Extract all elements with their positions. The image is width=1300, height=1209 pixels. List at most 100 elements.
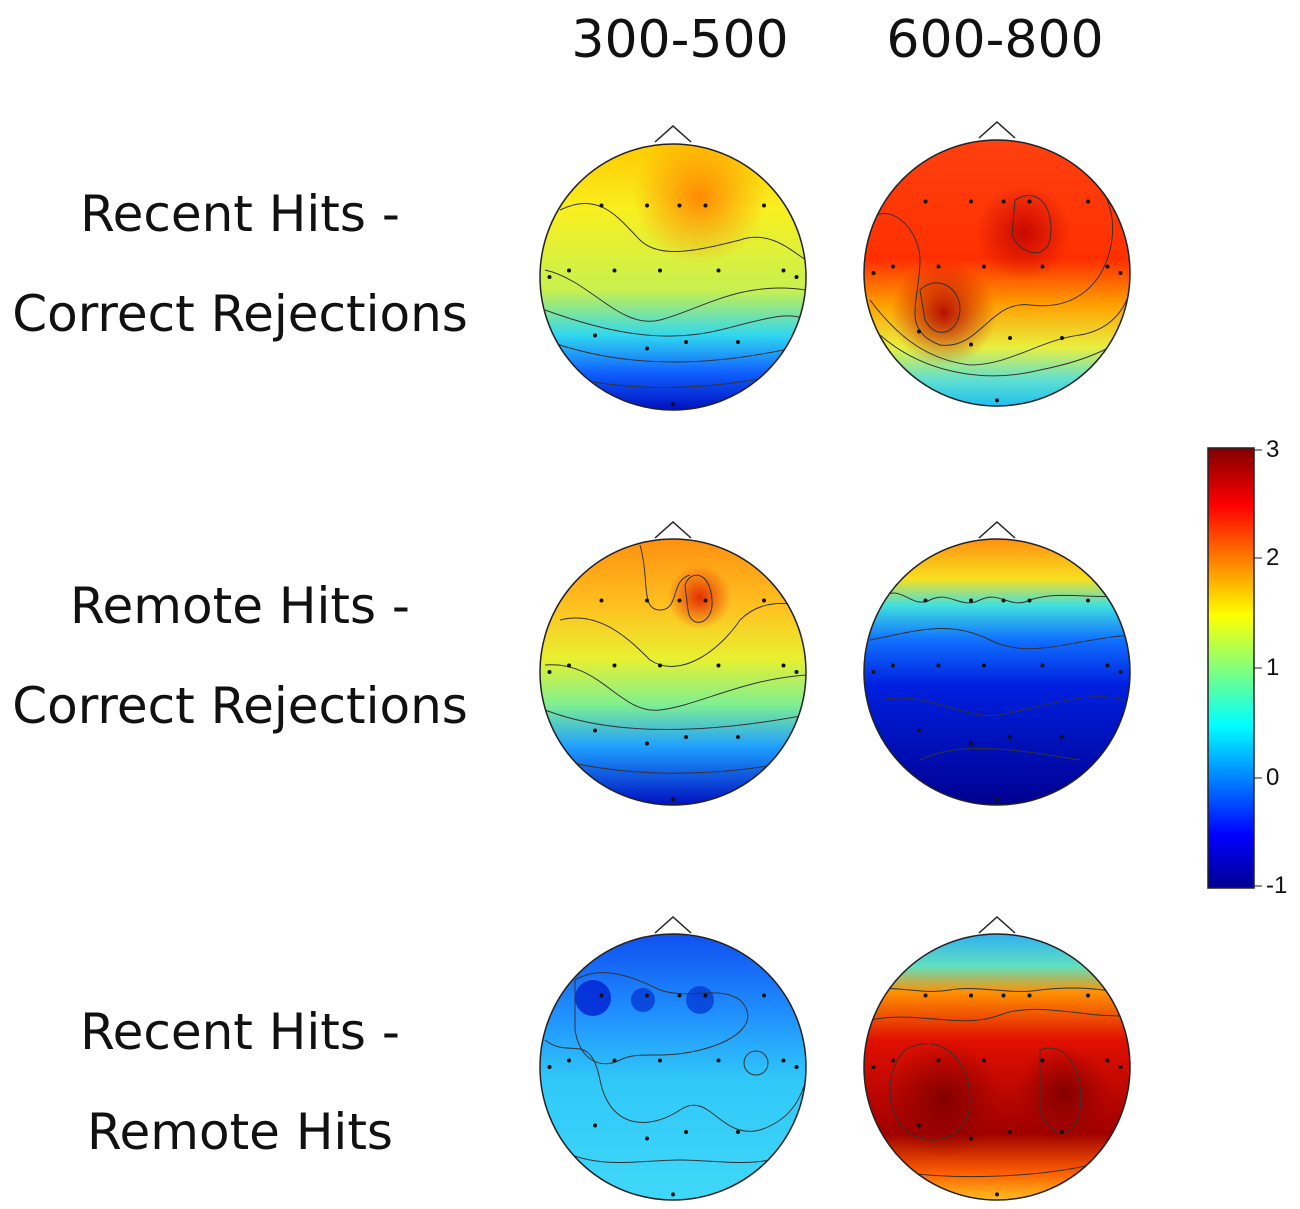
electrode-dot [671, 402, 675, 407]
electrode-dot [982, 663, 986, 668]
electrode-dot [703, 993, 708, 998]
electrode-dot [1040, 1058, 1045, 1063]
electrode-dot [599, 993, 604, 998]
electrode-dots [871, 993, 1123, 1197]
electrode-dot [677, 598, 682, 603]
electrode-dot [1118, 670, 1123, 674]
electrode-dot [684, 1130, 688, 1134]
electrode-dot [982, 264, 986, 269]
colorbar-tick-0: 0 [1266, 764, 1280, 791]
electrode-dots [547, 203, 799, 407]
electrode-dot [923, 199, 928, 204]
electrode-dot [1027, 993, 1032, 998]
electrode-dot [658, 663, 662, 668]
electrode-dot [567, 1058, 571, 1063]
electrode-dot [645, 1136, 649, 1141]
electrode-dot [612, 268, 617, 273]
electrode-dot [871, 670, 876, 674]
electrode-dot [736, 1130, 740, 1134]
electrode-dot [1040, 264, 1045, 269]
electrode-dot [645, 346, 649, 351]
electrode-dot [684, 340, 688, 344]
electrode-dot [645, 203, 649, 208]
electrode-dot [936, 663, 941, 668]
electrode-dot [593, 728, 597, 733]
electrode-dot [567, 268, 571, 273]
electrode-dot [716, 268, 721, 273]
electrode-dot [645, 598, 649, 603]
electrode-dot [1105, 1058, 1110, 1063]
topomap-recent-cr-300-500 [539, 124, 807, 411]
electrode-dot [871, 1065, 876, 1069]
electrode-dot [645, 993, 649, 998]
electrode-dot [781, 268, 786, 273]
electrode-dots [871, 598, 1123, 802]
row-label-line2: Correct Rejections [12, 677, 468, 735]
nose-icon [654, 915, 692, 934]
nose-icon [978, 120, 1016, 139]
electrode-dot [969, 741, 973, 746]
electrode-dot [703, 598, 708, 603]
electrode-dot [599, 203, 604, 208]
electrode-dot [593, 333, 597, 338]
electrode-dot [794, 670, 799, 674]
electrode-dot [671, 797, 675, 802]
electrode-dot [547, 1065, 552, 1069]
electrode-dot [547, 670, 552, 674]
electrode-dot [762, 598, 766, 603]
colorbar [1207, 447, 1262, 889]
electrode-dot [923, 598, 928, 603]
electrode-dot [1105, 663, 1110, 668]
electrode-dot [995, 1192, 999, 1197]
electrode-dot [736, 340, 740, 344]
electrode-dot [969, 342, 973, 347]
electrode-dot [1001, 993, 1006, 998]
topomap-remote-cr-300-500 [539, 520, 807, 806]
electrode-dot [781, 663, 786, 668]
colorbar-tick-1: 1 [1266, 654, 1280, 681]
electrode-dot [677, 993, 682, 998]
electrode-dot [1118, 271, 1123, 275]
electrode-dot [936, 1058, 941, 1063]
electrode-dots [547, 598, 799, 802]
electrode-dot [1008, 336, 1012, 340]
electrode-dot [923, 993, 928, 998]
colorbar-tick-3: 3 [1266, 436, 1280, 463]
row-label-line1: Recent Hits - [80, 185, 400, 243]
row-label-line1: Recent Hits - [80, 1003, 400, 1061]
electrode-dot [716, 1058, 721, 1063]
electrode-dot [1040, 663, 1045, 668]
topomap-recent-remote-300-500 [539, 915, 807, 1201]
row-label-remote-vs-cr: Remote Hits - Correct Rejections [0, 556, 480, 756]
electrode-dot [599, 598, 604, 603]
electrode-dot [593, 1123, 597, 1128]
electrode-dot [969, 199, 973, 204]
electrode-dots [547, 993, 799, 1197]
row-label-recent-vs-remote: Recent Hits - Remote Hits [0, 982, 480, 1182]
electrode-dot [794, 1065, 799, 1069]
electrode-dot [917, 1123, 921, 1128]
electrode-dot [891, 1058, 895, 1063]
electrode-dot [1008, 1130, 1012, 1134]
electrode-dot [891, 663, 895, 668]
column-title-600-800: 600-800 [886, 10, 1104, 70]
nose-icon [978, 915, 1016, 934]
electrode-dot [995, 398, 999, 403]
electrode-dot [1118, 1065, 1123, 1069]
electrode-dot [612, 663, 617, 668]
electrode-dot [871, 271, 876, 275]
electrode-dots [871, 199, 1123, 403]
electrode-dot [1008, 735, 1012, 739]
electrode-dot [794, 275, 799, 279]
electrode-dot [1105, 264, 1110, 269]
electrode-dot [917, 329, 921, 334]
electrode-dot [684, 735, 688, 739]
electrode-dot [658, 1058, 662, 1063]
electrode-dot [612, 1058, 617, 1063]
electrode-dot [936, 264, 941, 269]
electrode-dot [1027, 598, 1032, 603]
electrode-dot [671, 1192, 675, 1197]
electrode-dot [969, 598, 973, 603]
column-title-300-500: 300-500 [571, 10, 789, 70]
